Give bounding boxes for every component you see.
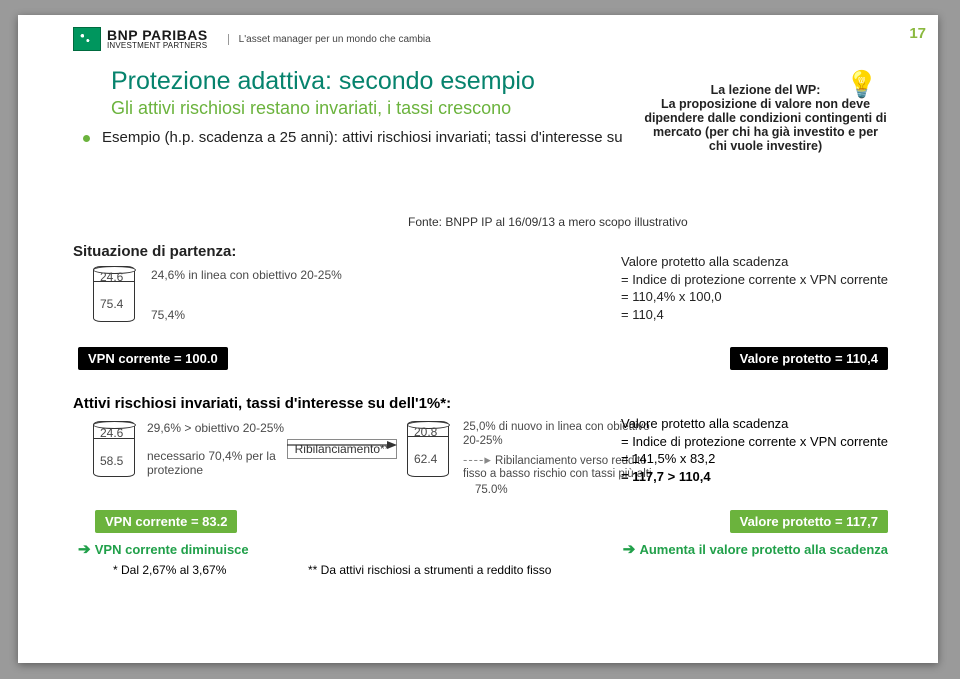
cylB-label-top: 20.8 — [414, 425, 437, 439]
cylinder-b: 20.8 62.4 — [407, 421, 449, 477]
arrow-icon — [287, 435, 397, 455]
calc-box-2: Valore protetto alla scadenza = Indice d… — [621, 415, 888, 485]
source-note: Fonte: BNPP IP al 16/09/13 a mero scopo … — [408, 215, 688, 229]
vpn-dim-text: VPN corrente diminuisce — [95, 542, 249, 557]
cylA-note-top: 29,6% > obiettivo 20-25% — [147, 421, 287, 435]
cylB-label-bottom: 62.4 — [414, 452, 437, 466]
logo-row: BNP PARIBAS INVESTMENT PARTNERS L'asset … — [73, 27, 883, 51]
cyl-note-bottom: 75,4% — [151, 308, 185, 322]
cylA-label-top: 24.6 — [100, 426, 123, 440]
valore-117-badge: Valore protetto = 117,7 — [730, 510, 888, 533]
vpn-diminuisce: ➔ VPN corrente diminuisce — [78, 540, 249, 558]
cyl-note-top: 24,6% in linea con obiettivo 20-25% — [151, 268, 351, 282]
cylinder-a: 24.6 58.5 — [93, 421, 135, 477]
rebalance-arrow-wrap: Ribilanciamento** — [287, 439, 397, 459]
cylinder-partenza: 24.6 75.4 24,6% in linea con obiettivo 2… — [93, 266, 236, 322]
logo-text: BNP PARIBAS INVESTMENT PARTNERS — [107, 28, 208, 50]
aumenta-text: Aumenta il valore protetto alla scadenza — [639, 542, 888, 557]
da-footnote: ** Da attivi rischiosi a strumenti a red… — [308, 563, 551, 577]
calc1-l2: = Indice di protezione corrente x VPN co… — [621, 271, 888, 289]
cylA-note-bottom: necessario 70,4% per la protezione — [147, 449, 287, 477]
attivi-row: 24.6 58.5 29,6% > obiettivo 20-25% neces… — [73, 421, 653, 498]
dal-footnote: * Dal 2,67% al 3,67% — [113, 563, 226, 577]
vpn-100-badge: VPN corrente = 100.0 — [78, 347, 228, 370]
page-number: 17 — [909, 25, 926, 42]
cylinder-a-shape: 24.6 58.5 — [93, 421, 135, 477]
vpn-83-text: VPN corrente = 83.2 — [95, 510, 237, 533]
valore-117-text: Valore protetto = 117,7 — [730, 510, 888, 533]
cyl-label-top: 24.6 — [100, 270, 123, 284]
logo-tagline: L'asset manager per un mondo che cambia — [228, 34, 431, 45]
arrow-right-icon-2: ➔ — [623, 541, 640, 558]
valore-110-text: Valore protetto = 110,4 — [730, 347, 888, 370]
logo-main: BNP PARIBAS — [107, 28, 208, 42]
aumenta-note: ➔ Aumenta il valore protetto alla scaden… — [623, 540, 888, 558]
bullet-text: Esempio (h.p. scadenza a 25 anni): attiv… — [102, 129, 623, 146]
arrow-right-icon: ➔ — [78, 541, 95, 558]
calc2-l2: = Indice di protezione corrente x VPN co… — [621, 433, 888, 451]
valore-110-badge: Valore protetto = 110,4 — [730, 347, 888, 370]
calc2-l3: = 141,5% x 83,2 — [621, 450, 888, 468]
slide-page: 17 BNP PARIBAS INVESTMENT PARTNERS L'ass… — [18, 15, 938, 663]
situazione-heading: Situazione di partenza: — [73, 243, 236, 260]
logo-sub: INVESTMENT PARTNERS — [107, 42, 208, 50]
vpn-100-text: VPN corrente = 100.0 — [78, 347, 228, 370]
vpn-83-badge: VPN corrente = 83.2 — [95, 510, 237, 533]
wp-note-box: 💡 La lezione del WP: La proposizione di … — [643, 83, 888, 153]
calc1-l3: = 110,4% x 100,0 — [621, 288, 888, 306]
dashed-arrow-icon: ----▸ — [463, 452, 492, 467]
bullet-icon — [83, 135, 90, 142]
calc2-l1: Valore protetto alla scadenza — [621, 415, 888, 433]
cyl-label-bottom: 75.4 — [100, 297, 123, 311]
cylA-label-bottom: 58.5 — [100, 454, 123, 468]
logo-icon — [73, 27, 101, 51]
calc1-l1: Valore protetto alla scadenza — [621, 253, 888, 271]
situazione-block: Situazione di partenza: 24.6 75.4 24,6% … — [73, 243, 236, 322]
calc-box-1: Valore protetto alla scadenza = Indice d… — [621, 253, 888, 323]
calc2-l4: = 117,7 > 110,4 — [621, 468, 888, 486]
calc1-l4: = 110,4 — [621, 306, 888, 324]
cylA-notes: 29,6% > obiettivo 20-25% necessario 70,4… — [147, 421, 287, 477]
lightbulb-icon: 💡 — [846, 69, 878, 100]
attivi-heading: Attivi rischiosi invariati, tassi d'inte… — [73, 395, 451, 412]
cylinder-shape: 24.6 75.4 — [93, 266, 135, 322]
cylinder-b-shape: 20.8 62.4 — [407, 421, 449, 477]
cylB-note3: 75.0% — [475, 484, 653, 498]
